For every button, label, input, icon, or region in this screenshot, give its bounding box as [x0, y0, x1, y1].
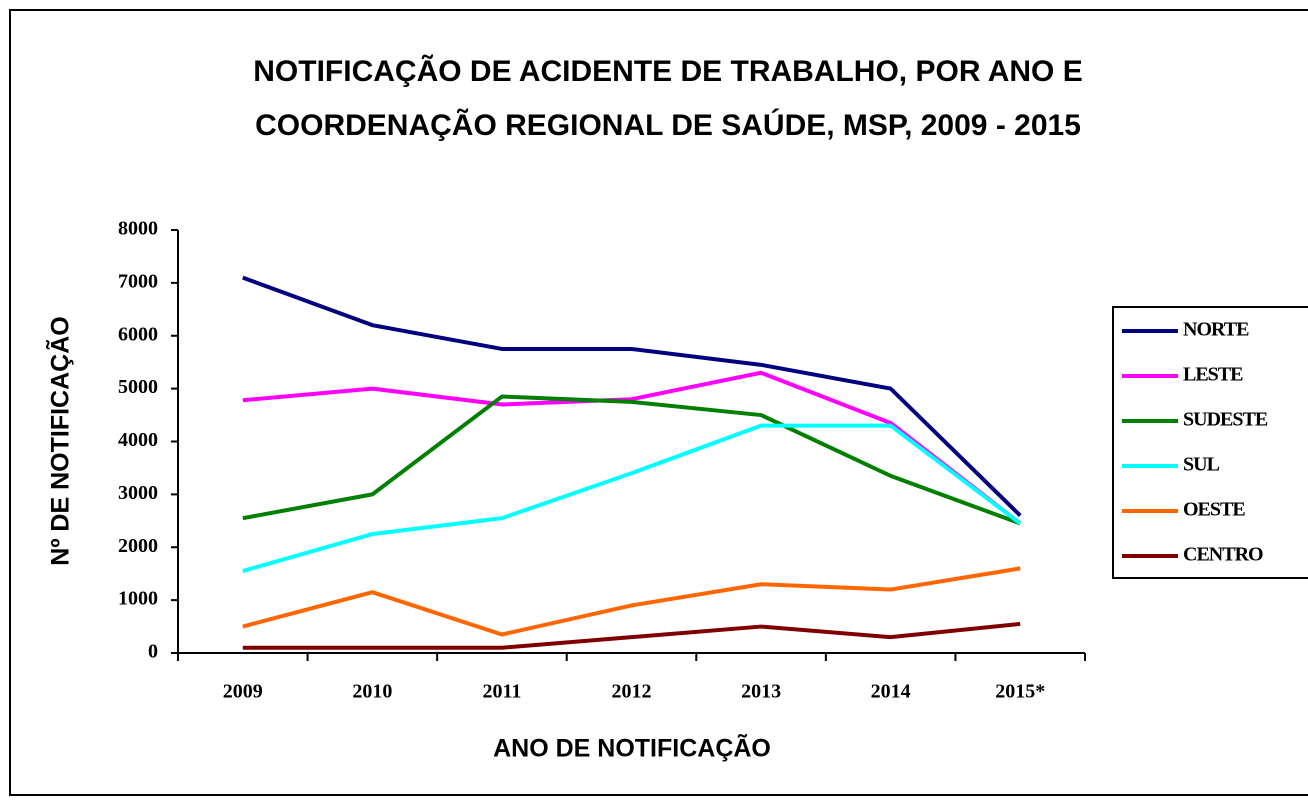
series-line — [242, 621, 1021, 650]
legend-box — [1112, 306, 1308, 579]
x-tick-label: 2009 — [223, 681, 263, 703]
legend-label: CENTRO — [1183, 544, 1263, 566]
legend-label: OESTE — [1183, 499, 1245, 521]
x-tick-label: 2013 — [741, 681, 781, 703]
x-tick-label: 2011 — [482, 681, 521, 703]
chart-subtitle: COORDENAÇÃO REGIONAL DE SAÚDE, MSP, 2009… — [255, 108, 1081, 142]
y-tick-label: 0 — [148, 641, 158, 663]
series-line — [242, 275, 1022, 517]
series-line — [242, 394, 1021, 526]
legend-label: NORTE — [1183, 319, 1249, 341]
chart-border — [9, 9, 1308, 796]
x-tick-label: 2010 — [352, 681, 392, 703]
y-tick-label: 1000 — [118, 588, 158, 610]
y-tick-label: 6000 — [118, 323, 158, 345]
chart-title: NOTIFICAÇÃO DE ACIDENTE DE TRABALHO, POR… — [253, 54, 1082, 88]
series-line — [242, 370, 1022, 526]
x-tick-label: 2012 — [612, 681, 652, 703]
y-tick-label: 4000 — [118, 429, 158, 451]
x-tick-label: 2014 — [871, 681, 911, 703]
y-tick-label: 5000 — [118, 376, 158, 398]
legend-label: SUDESTE — [1183, 409, 1268, 431]
series-line — [242, 566, 1021, 637]
y-tick-label: 2000 — [118, 535, 158, 557]
legend-label: SUL — [1183, 454, 1220, 476]
y-axis-label: Nº DE NOTIFICAÇÃO — [45, 316, 75, 565]
y-tick-label: 3000 — [118, 482, 158, 504]
x-axis-label: ANO DE NOTIFICAÇÃO — [493, 733, 771, 763]
legend-label: LESTE — [1183, 364, 1243, 386]
y-tick-label: 7000 — [118, 270, 158, 292]
x-tick-label: 2015* — [995, 681, 1045, 703]
y-tick-label: 8000 — [118, 218, 158, 240]
series-line — [242, 423, 1022, 573]
